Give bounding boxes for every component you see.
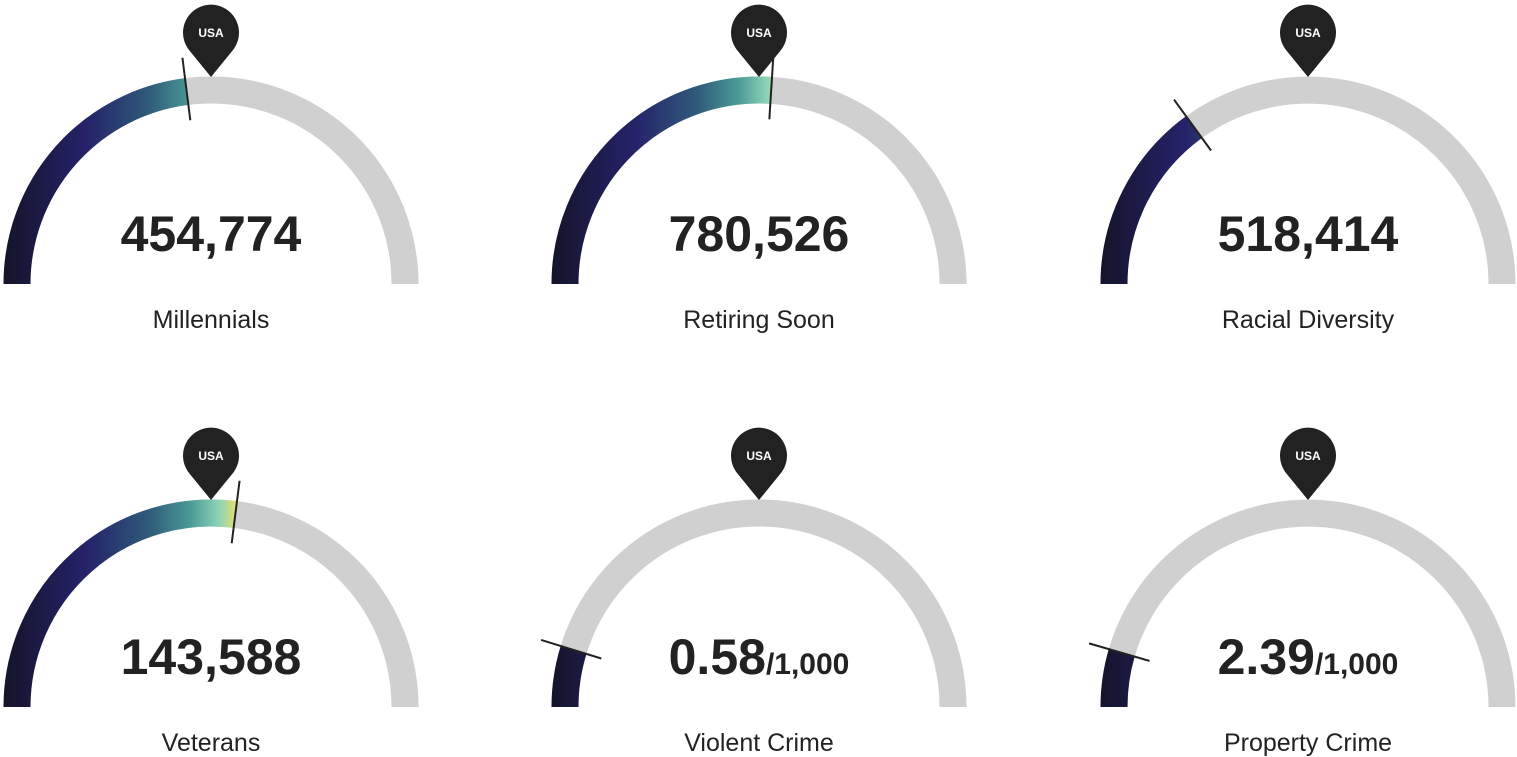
value-number: 0.58 (669, 629, 766, 685)
gauge-label: Property Crime (1224, 729, 1392, 757)
gauge-needle (1173, 98, 1212, 152)
gauge-label: Veterans (162, 729, 261, 757)
value-suffix: /1,000 (1315, 648, 1398, 681)
gauge-needle (1088, 642, 1150, 662)
gauge-track (551, 499, 967, 708)
gauge: USA 0.58/1,000 Violent Crime (540, 427, 967, 757)
gauge-value: 454,774 (121, 206, 302, 262)
value-number: 143,588 (121, 629, 302, 685)
gauge: USA 780,526 Retiring Soon (551, 4, 967, 334)
gauge-value: 2.39/1,000 (1218, 629, 1399, 685)
gauge-fill (551, 76, 773, 285)
pin (1280, 4, 1336, 78)
pin-label: USA (746, 26, 772, 40)
gauge-label: Racial Diversity (1222, 306, 1395, 334)
gauge-label: Millennials (153, 306, 270, 334)
pin-label: USA (198, 26, 224, 40)
gauge-value: 780,526 (669, 206, 850, 262)
gauge: USA 518,414 Racial Diversity (1100, 4, 1516, 334)
gauge-needle (768, 56, 775, 120)
gauge-value: 518,414 (1218, 206, 1399, 262)
value-number: 2.39 (1218, 629, 1315, 685)
gauge-fill (551, 645, 587, 708)
gauge-value: 143,588 (121, 629, 302, 685)
pin-label: USA (746, 449, 772, 463)
pin (1280, 427, 1337, 500)
pin (183, 4, 240, 77)
gauge-fill (3, 78, 189, 285)
value-number: 454,774 (121, 206, 302, 262)
pin-label: USA (1295, 449, 1321, 463)
gauge-fill (1100, 649, 1135, 708)
gauge: USA 454,774 Millennials (3, 4, 419, 334)
value-suffix: /1,000 (766, 648, 849, 681)
pin-label: USA (1295, 26, 1321, 40)
gauge-value: 0.58/1,000 (669, 629, 850, 685)
gauge-needle (181, 57, 192, 121)
gauge-label: Retiring Soon (683, 306, 834, 334)
pin (731, 427, 787, 500)
gauge-fill (3, 499, 237, 708)
pin (730, 4, 787, 77)
gauge-needle (540, 639, 602, 660)
pin (183, 427, 240, 500)
value-number: 780,526 (669, 206, 850, 262)
value-number: 518,414 (1218, 206, 1399, 262)
pin-label: USA (198, 449, 224, 463)
gauge: USA 143,588 Veterans (3, 427, 419, 757)
gauge: USA 2.39/1,000 Property Crime (1088, 427, 1516, 757)
gauge-label: Violent Crime (684, 729, 834, 757)
gauge-track (1100, 499, 1516, 708)
gauge-fill (1100, 116, 1203, 285)
gauge-needle (230, 480, 241, 544)
